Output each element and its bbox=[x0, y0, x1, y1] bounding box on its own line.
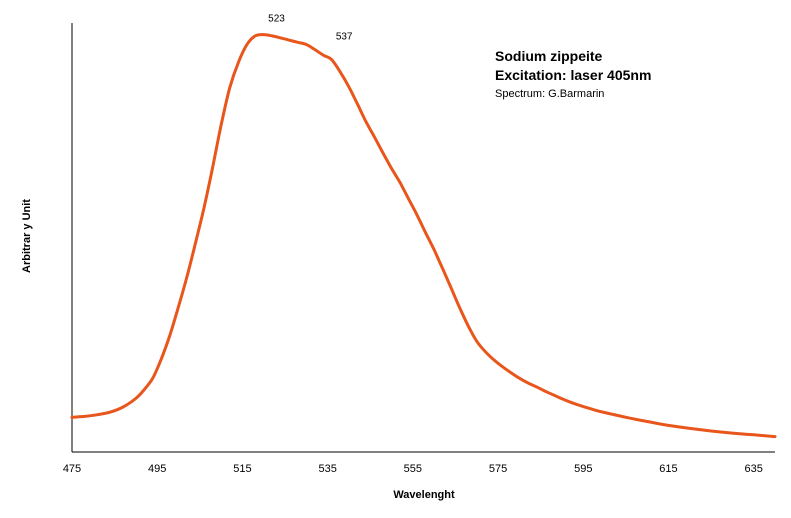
x-tick-labels: 475 495 515 535 555 575 595 615 635 bbox=[63, 463, 763, 475]
x-tick-label: 495 bbox=[148, 463, 166, 475]
x-tick-label: 595 bbox=[574, 463, 592, 475]
x-tick-label: 475 bbox=[63, 463, 81, 475]
chart-title-line-1: Sodium zippeite bbox=[495, 48, 603, 64]
y-axis-title: Arbitrar y Unit bbox=[21, 199, 33, 273]
chart-title-line-2: Excitation: laser 405nm bbox=[495, 67, 651, 83]
peak-annotations: 523 537 bbox=[268, 14, 353, 43]
x-tick-label: 515 bbox=[233, 463, 251, 475]
x-axis-title: Wavelenght bbox=[393, 489, 455, 501]
x-tick-label: 635 bbox=[745, 463, 763, 475]
peak-label-537: 537 bbox=[336, 32, 353, 43]
x-tick-label: 575 bbox=[489, 463, 507, 475]
x-tick-label: 555 bbox=[404, 463, 422, 475]
x-tick-label: 535 bbox=[318, 463, 336, 475]
peak-label-523: 523 bbox=[268, 14, 285, 25]
axes bbox=[71, 23, 775, 453]
chart-subtitle: Spectrum: G.Barmarin bbox=[495, 88, 604, 100]
emission-spectrum-line bbox=[70, 33, 777, 439]
x-tick-label: 615 bbox=[659, 463, 677, 475]
